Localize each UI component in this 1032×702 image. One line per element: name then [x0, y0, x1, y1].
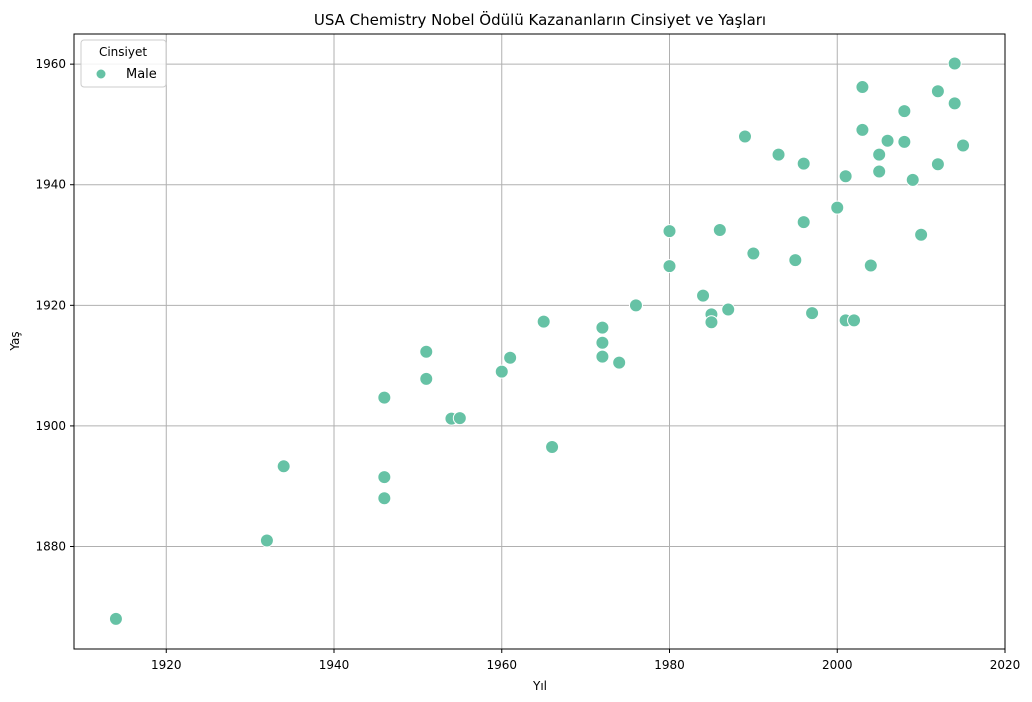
y-tick-label: 1920	[35, 298, 66, 312]
x-tick-label: 1920	[151, 658, 182, 672]
y-tick-label: 1880	[35, 540, 66, 554]
data-point	[880, 133, 895, 148]
data-point	[377, 491, 392, 506]
data-point	[905, 172, 920, 187]
data-point	[947, 56, 962, 71]
data-point	[855, 122, 870, 137]
data-point	[494, 364, 509, 379]
data-point	[595, 335, 610, 350]
x-tick-label: 2020	[990, 658, 1021, 672]
data-point	[662, 224, 677, 239]
data-point	[947, 96, 962, 111]
data-point	[712, 222, 727, 237]
data-point	[830, 200, 845, 215]
x-tick-label: 1940	[319, 658, 350, 672]
data-point	[788, 253, 803, 268]
data-point	[771, 147, 786, 162]
legend: Cinsiyet Male	[80, 39, 167, 88]
legend-entry-label: Male	[126, 67, 157, 82]
data-point	[872, 147, 887, 162]
data-point	[872, 164, 887, 179]
data-point	[897, 134, 912, 149]
data-point	[545, 440, 560, 455]
data-point	[628, 298, 643, 313]
x-tick-label: 2000	[822, 658, 853, 672]
x-tick-label: 1960	[486, 658, 517, 672]
data-point	[721, 302, 736, 317]
x-axis-label: Yıl	[532, 679, 547, 693]
data-point	[897, 104, 912, 119]
data-point	[914, 227, 929, 242]
data-point	[704, 315, 719, 330]
data-points	[108, 56, 971, 626]
data-point	[503, 350, 518, 365]
data-point	[419, 371, 434, 386]
chart-title: USA Chemistry Nobel Ödülü Kazananların C…	[314, 10, 766, 29]
data-point	[696, 288, 711, 303]
axis-ticks: 1920 1940 1960 1980 2000 2020 1880 1900 1920 1940…	[35, 57, 1020, 672]
data-point	[805, 306, 820, 321]
data-point	[595, 349, 610, 364]
data-point	[956, 138, 971, 153]
y-tick-label: 1960	[35, 57, 66, 71]
data-point	[855, 80, 870, 95]
data-point	[796, 215, 811, 230]
data-point	[377, 390, 392, 405]
data-point	[930, 157, 945, 172]
y-tick-label: 1900	[35, 419, 66, 433]
data-point	[612, 355, 627, 370]
data-point	[930, 84, 945, 99]
data-point	[746, 246, 761, 261]
data-point	[377, 470, 392, 485]
data-point	[595, 320, 610, 335]
data-point	[419, 344, 434, 359]
legend-title: Cinsiyet	[99, 45, 147, 59]
data-point	[796, 156, 811, 171]
data-point	[108, 611, 123, 626]
plot-area-frame	[73, 33, 1006, 650]
data-point	[662, 259, 677, 274]
data-point	[737, 129, 752, 144]
data-point	[838, 169, 853, 184]
legend-marker	[95, 68, 107, 80]
data-point	[847, 313, 862, 328]
data-point	[536, 314, 551, 329]
data-point	[863, 258, 878, 273]
data-point	[259, 533, 274, 548]
y-tick-label: 1940	[35, 178, 66, 192]
data-point	[452, 411, 467, 426]
x-tick-label: 1980	[654, 658, 685, 672]
data-point	[276, 459, 291, 474]
y-axis-label: Yaş	[8, 331, 22, 351]
